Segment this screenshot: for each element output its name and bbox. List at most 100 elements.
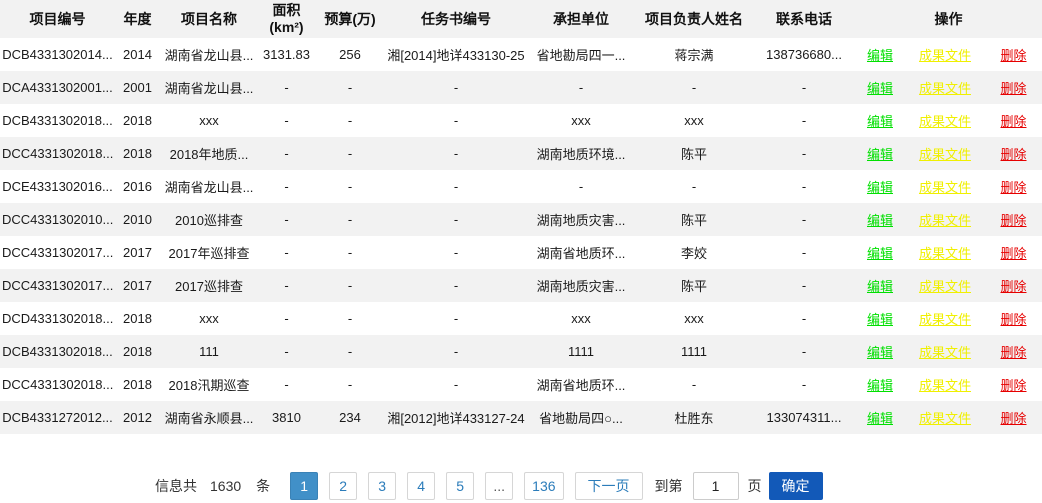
result-file-link[interactable]: 成果文件 <box>918 147 971 162</box>
result-file-link[interactable]: 成果文件 <box>918 246 971 261</box>
page-button-2[interactable]: 2 <box>329 472 358 500</box>
next-page-button[interactable]: 下一页 <box>574 472 643 500</box>
result-file-link-cell: 成果文件 <box>905 71 985 104</box>
task-no-cell: - <box>453 212 459 227</box>
page-button-1[interactable]: 1 <box>290 472 319 500</box>
edit-link[interactable]: 编辑 <box>866 213 893 228</box>
phone-cell: 133074311... <box>766 410 842 425</box>
area-cell: - <box>284 278 289 293</box>
page-button-4[interactable]: 4 <box>407 472 436 500</box>
result-file-link[interactable]: 成果文件 <box>918 378 971 393</box>
unit-cell: xxx <box>571 311 591 326</box>
edit-link[interactable]: 编辑 <box>866 246 893 261</box>
result-file-link-cell: 成果文件 <box>905 38 985 71</box>
project-id-cell: DCA4331302001... <box>2 80 113 95</box>
delete-link[interactable]: 删除 <box>1000 147 1027 162</box>
budget-cell: - <box>347 377 353 392</box>
table-row: DCD4331302018... 2018 xxx - - - xxx xxx - 编辑 成果文件 删… <box>0 302 1042 335</box>
result-file-link[interactable]: 成果文件 <box>918 180 971 195</box>
year-cell: 2001 <box>123 80 152 95</box>
area-cell: - <box>284 146 289 161</box>
result-file-link-cell: 成果文件 <box>905 401 985 434</box>
goto-page-prefix: 到第 <box>654 478 683 494</box>
table-row: DCB4331272012... 2012 湖南省永顺县... 3810 234 湘[20… <box>0 401 1042 434</box>
edit-link[interactable]: 编辑 <box>866 48 893 63</box>
delete-link-cell: 删除 <box>985 401 1042 434</box>
info-total-count: 1630 <box>210 478 242 494</box>
leader-cell: 李姣 <box>680 246 707 261</box>
leader-cell: 陈平 <box>680 213 707 228</box>
budget-cell: - <box>347 80 353 95</box>
leader-cell: - <box>691 179 697 194</box>
table-row: DCC4331302010... 2010 2010巡排查 - - - 湖南地质灾害... 陈… <box>0 203 1042 236</box>
result-file-link-cell: 成果文件 <box>905 368 985 401</box>
delete-link-cell: 删除 <box>985 38 1042 71</box>
table-row: DCC4331302017... 2017 2017年巡排查 - - - 湖南省地质环...… <box>0 236 1042 269</box>
result-file-link[interactable]: 成果文件 <box>918 213 971 228</box>
delete-link[interactable]: 删除 <box>1000 279 1027 294</box>
task-no-cell: 湘[2012]地详433127-24 <box>387 411 525 426</box>
header-project-name: 项目名称 <box>160 0 258 38</box>
project-id-cell: DCB4331302018... <box>2 344 113 359</box>
budget-cell: - <box>347 278 353 293</box>
edit-link[interactable]: 编辑 <box>866 81 893 96</box>
task-no-cell: - <box>453 179 459 194</box>
page-button-136[interactable]: 136 <box>524 472 564 500</box>
budget-cell: - <box>347 311 353 326</box>
project-id-cell: DCC4331302018... <box>2 146 114 161</box>
goto-page-input[interactable] <box>692 472 739 500</box>
delete-link[interactable]: 删除 <box>1000 312 1027 327</box>
phone-cell: - <box>801 278 807 293</box>
result-file-link-cell: 成果文件 <box>905 137 985 170</box>
page-button-5[interactable]: 5 <box>446 472 475 500</box>
confirm-button[interactable]: 确定 <box>768 472 823 500</box>
project-id-cell: DCC4331302017... <box>2 245 114 260</box>
result-file-link[interactable]: 成果文件 <box>918 48 971 63</box>
leader-cell: xxx <box>684 113 704 128</box>
result-file-link-cell: 成果文件 <box>905 236 985 269</box>
table-row: DCB4331302014... 2014 湖南省龙山县... 3131.83 256 湘… <box>0 38 1042 71</box>
edit-link[interactable]: 编辑 <box>866 114 893 129</box>
edit-link[interactable]: 编辑 <box>866 279 893 294</box>
edit-link[interactable]: 编辑 <box>866 411 893 426</box>
delete-link[interactable]: 删除 <box>1000 180 1027 195</box>
project-name-cell: 2018汛期巡查 <box>168 378 250 393</box>
project-id-cell: DCC4331302010... <box>2 212 114 227</box>
unit-cell: - <box>578 80 584 95</box>
delete-link[interactable]: 删除 <box>1000 411 1027 426</box>
leader-cell: - <box>691 80 697 95</box>
result-file-link[interactable]: 成果文件 <box>918 279 971 294</box>
phone-cell: - <box>801 311 807 326</box>
area-cell: - <box>284 245 289 260</box>
delete-link[interactable]: 删除 <box>1000 48 1027 63</box>
edit-link[interactable]: 编辑 <box>866 180 893 195</box>
delete-link[interactable]: 删除 <box>1000 213 1027 228</box>
delete-link[interactable]: 删除 <box>1000 378 1027 393</box>
phone-cell: - <box>801 80 807 95</box>
project-id-cell: DCB4331302018... <box>2 113 113 128</box>
result-file-link[interactable]: 成果文件 <box>918 345 971 360</box>
area-cell: - <box>284 80 289 95</box>
edit-link-cell: 编辑 <box>855 269 905 302</box>
page-button-3[interactable]: 3 <box>368 472 397 500</box>
delete-link[interactable]: 删除 <box>1000 345 1027 360</box>
page-ellipsis-button[interactable]: ... <box>485 472 514 500</box>
delete-link-cell: 删除 <box>985 170 1042 203</box>
leader-cell: 杜胜东 <box>674 411 714 426</box>
delete-link-cell: 删除 <box>985 269 1042 302</box>
result-file-link[interactable]: 成果文件 <box>918 312 971 327</box>
delete-link[interactable]: 删除 <box>1000 114 1027 129</box>
edit-link-cell: 编辑 <box>855 71 905 104</box>
edit-link[interactable]: 编辑 <box>866 147 893 162</box>
result-file-link[interactable]: 成果文件 <box>918 114 971 129</box>
edit-link[interactable]: 编辑 <box>866 312 893 327</box>
result-file-link[interactable]: 成果文件 <box>918 81 971 96</box>
delete-link[interactable]: 删除 <box>1000 81 1027 96</box>
phone-cell: - <box>801 245 807 260</box>
year-cell: 2010 <box>123 212 152 227</box>
edit-link[interactable]: 编辑 <box>866 378 893 393</box>
projects-table-body: DCB4331302014... 2014 湖南省龙山县... 3131.83 256 湘… <box>0 38 1042 434</box>
delete-link[interactable]: 删除 <box>1000 246 1027 261</box>
result-file-link[interactable]: 成果文件 <box>918 411 971 426</box>
edit-link[interactable]: 编辑 <box>866 345 893 360</box>
